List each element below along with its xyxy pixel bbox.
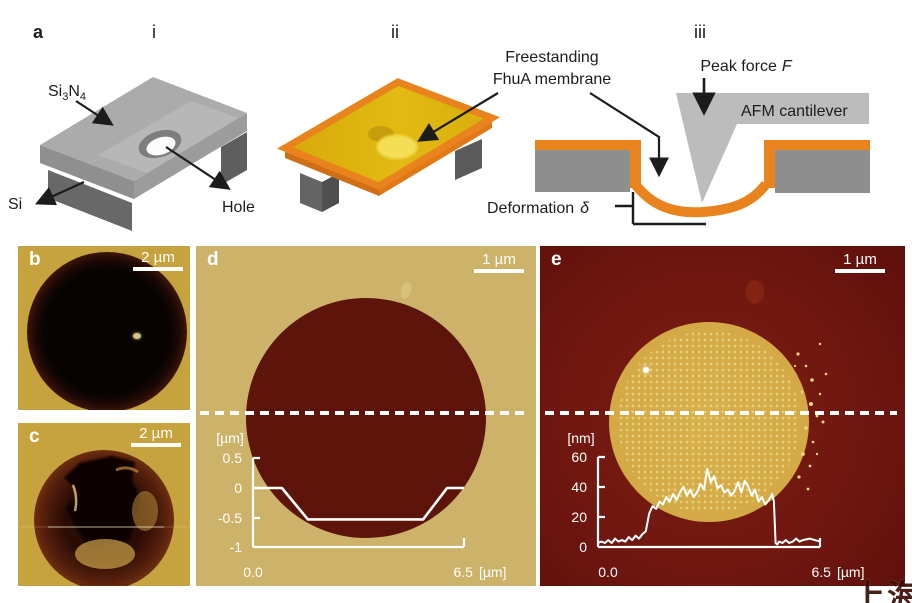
schematic-i-label: i <box>152 22 156 42</box>
panel-a-label: a <box>33 22 44 42</box>
panel-c-details <box>18 456 190 569</box>
x-tick-label: 0.0 <box>598 564 618 580</box>
hole-annotation: Hole <box>222 199 255 216</box>
panel-e-afm-freestanding-membrane-image: [nm] 60 40 20 0 0.0 6.5 [µm] e 1 µm <box>540 246 905 586</box>
x-axis <box>253 538 466 549</box>
si-leg-left-side <box>322 173 339 212</box>
chip-schematic-ii <box>277 78 500 212</box>
height-profile-inset-d: [µm] 0.5 0 -0.5 -1 0.0 6.5 [µm] <box>216 430 507 580</box>
peak-force-annotation: Peak force F <box>700 58 792 75</box>
membrane-remnant-patch <box>75 539 135 569</box>
si-leg-right <box>455 139 482 180</box>
chip-schematic-i <box>40 77 247 231</box>
y-tick-label: -1 <box>230 539 243 555</box>
height-profile-line <box>597 467 821 546</box>
membrane-layer-right <box>764 140 870 188</box>
si3n4-annotation: Si3N4 <box>48 83 86 103</box>
scalebar-b-bar <box>133 267 183 271</box>
height-profile-line <box>253 486 464 521</box>
si-annotation: Si <box>8 196 22 213</box>
afm-cantilever-shape <box>676 93 869 203</box>
scalebar-b: 2 µm <box>133 250 183 271</box>
panel-c-label: c <box>29 426 40 447</box>
y-tick-label: -0.5 <box>218 510 242 526</box>
panel-d-label: d <box>207 249 219 270</box>
si-arrow <box>34 180 85 206</box>
panel-b-afm-hole-image: b 2 µm <box>18 246 190 410</box>
y-tick-label: 0 <box>234 480 242 496</box>
y-axis-unit: [µm] <box>216 430 244 446</box>
afm-open-hole-dark-circle <box>27 252 187 410</box>
panel-b-label: b <box>29 249 41 270</box>
x-tick-label: 0.0 <box>243 564 263 580</box>
membrane-deformed-dip <box>631 180 771 218</box>
scalebar-d: 1 µm <box>474 252 524 273</box>
scalebar-b-text: 2 µm <box>141 249 175 266</box>
profile-section-dashed-line <box>200 411 530 415</box>
chip-front-face <box>40 145 134 199</box>
hole-arrow <box>165 146 231 190</box>
x-tick-label-with-unit: 6.5 [µm] <box>812 564 865 580</box>
y-tick-label: 20 <box>571 509 587 525</box>
y-axis <box>251 456 260 547</box>
panel-d-afm-covered-hole-image: [µm] 0.5 0 -0.5 -1 0.0 6.5 [µm] d 1 µm <box>196 246 536 586</box>
afm-surface-smudge <box>746 280 764 304</box>
chip-right-face <box>134 113 247 199</box>
membrane-arrow-left <box>417 92 499 142</box>
afm-cantilever-annotation: AFM cantilever <box>741 103 848 120</box>
deformation-annotation: Deformation δ <box>487 200 590 217</box>
height-profile-inset-e: [nm] 60 40 20 0 0.0 6.5 [µm] <box>567 430 865 580</box>
deformation-bracket <box>615 192 706 226</box>
si-leg-left <box>300 173 322 212</box>
si-leg-left <box>48 170 132 231</box>
afm-debris-speck <box>133 333 141 339</box>
si3n4-arrow <box>75 100 114 126</box>
membrane-layer-left <box>535 140 641 188</box>
edge-highlight <box>71 484 78 512</box>
afm-bright-particle <box>643 367 649 373</box>
y-axis-unit: [nm] <box>567 430 594 446</box>
si3n4-block-right <box>775 150 870 193</box>
membrane-annotation-line2: FhuA membrane <box>493 71 611 88</box>
watermark-text: 上海 <box>852 578 912 603</box>
edge-highlight <box>115 466 139 474</box>
scalebar-c-text: 2 µm <box>139 425 173 442</box>
freestanding-membrane-spot <box>375 133 419 161</box>
y-axis <box>596 455 605 547</box>
panel-c-afm-ruptured-membrane-image: c 2 µm <box>18 423 190 586</box>
scalebar-d-bar <box>474 269 524 273</box>
schematic-iii-label: iii <box>694 22 706 42</box>
membrane-edge-debris <box>793 342 828 491</box>
profile-section-dashed-line <box>545 411 897 415</box>
scalebar-c: 2 µm <box>131 426 181 447</box>
afm-membrane-covered-hole-circle <box>246 298 486 538</box>
scalebar-e: 1 µm <box>835 252 885 273</box>
cross-section-schematic-iii <box>535 93 870 218</box>
panel-e-label: e <box>551 249 562 270</box>
x-axis <box>598 538 822 549</box>
y-tick-label: 0.5 <box>223 450 243 466</box>
hole-opening <box>146 136 176 156</box>
membrane-arrow-right <box>589 92 669 178</box>
scalebar-d-text: 1 µm <box>482 251 516 268</box>
si3n4-block-left <box>535 150 630 192</box>
scalebar-c-bar <box>131 443 181 447</box>
schematic-ii-label: ii <box>391 22 399 42</box>
scalebar-e-bar <box>835 269 885 273</box>
y-tick-label: 60 <box>571 449 587 465</box>
membrane-remnant-patch <box>132 491 158 531</box>
membrane-annotation-line1: Freestanding <box>505 49 598 66</box>
afm-freestanding-membrane-circle <box>609 322 809 522</box>
scalebar-e-text: 1 µm <box>843 251 877 268</box>
y-tick-label: 40 <box>571 479 587 495</box>
ruptured-membrane-flap <box>64 456 140 548</box>
y-tick-label: 0 <box>579 539 587 555</box>
panel-a-schematics: a i ii iii Si3N4 Si Hole <box>8 22 870 231</box>
x-tick-label-with-unit: 6.5 [µm] <box>454 564 507 580</box>
membrane-top-face <box>277 78 500 190</box>
